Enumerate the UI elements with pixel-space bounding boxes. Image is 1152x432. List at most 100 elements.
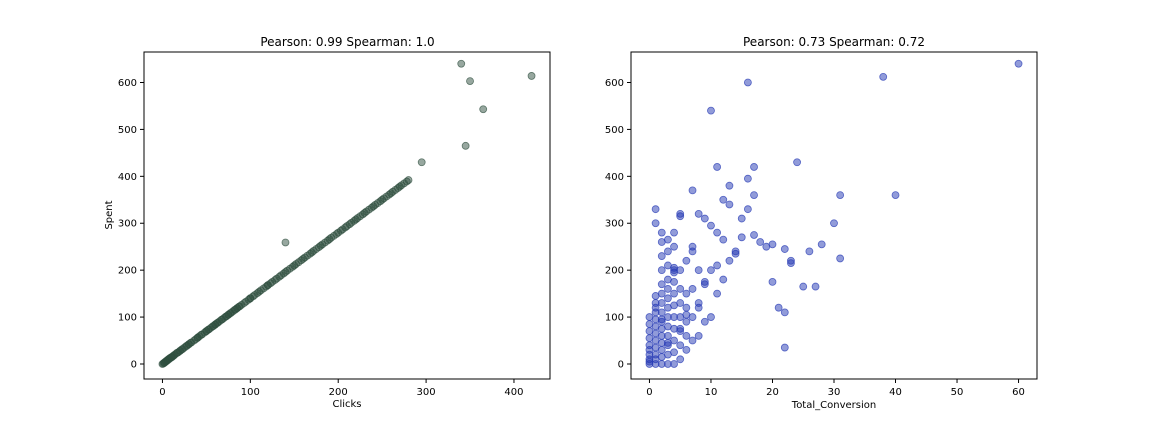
y-axis-label: Spent (104, 200, 115, 229)
data-point (700, 317, 709, 326)
data-point (318, 240, 327, 249)
data-point (719, 235, 728, 244)
x-axis-ticks: 0 10 20 30 40 50 60 (646, 379, 1025, 398)
y-tick-label: 0 (618, 359, 624, 370)
data-point (466, 77, 474, 85)
data-point (830, 219, 838, 228)
data-point (353, 214, 362, 222)
x-tick-label: 50 (951, 387, 964, 398)
data-point (281, 238, 290, 247)
data-point (402, 177, 411, 186)
data-point (805, 247, 814, 256)
data-point (713, 228, 722, 237)
data-point (457, 59, 466, 68)
data-point (670, 360, 678, 368)
chart-title: Pearson: 0.99 Spearman: 1.0 (260, 35, 434, 49)
y-tick-label: 600 (605, 78, 624, 89)
y-tick-label: 200 (118, 266, 137, 277)
data-point (417, 158, 426, 167)
data-point (700, 277, 709, 286)
x-tick-label: 300 (417, 387, 436, 398)
data-point (811, 282, 820, 291)
data-point (676, 299, 685, 307)
data-point (527, 72, 536, 80)
data-point (1014, 59, 1023, 68)
data-point (725, 200, 734, 209)
data-point (682, 331, 691, 340)
data-point (743, 174, 752, 183)
x-tick-label: 10 (705, 387, 718, 398)
data-point (670, 228, 678, 237)
data-point (657, 280, 666, 289)
data-point (651, 303, 660, 312)
data-point (371, 201, 380, 209)
y-axis-ticks: 0 100 200 300 400 500 600 (605, 78, 631, 370)
data-point (193, 333, 202, 342)
data-point (256, 286, 265, 295)
data-point (657, 346, 666, 354)
data-point (719, 275, 728, 284)
chart-title: Pearson: 0.73 Spearman: 0.72 (743, 35, 925, 49)
scatter-panel-conversion-vs-spent: Pearson: 0.73 Spearman: 0.72 0 10 20 30 40 50… (605, 35, 1038, 411)
data-point (694, 266, 703, 275)
data-point (737, 233, 746, 242)
data-point (768, 240, 777, 249)
x-tick-label: 400 (504, 387, 523, 398)
data-point (688, 247, 697, 256)
data-point (176, 346, 184, 355)
data-point (292, 260, 300, 268)
data-point (651, 205, 660, 214)
data-point (461, 141, 470, 150)
data-point (817, 240, 826, 249)
plot-frame (143, 51, 551, 380)
data-point (664, 331, 672, 340)
x-tick-label: 0 (159, 387, 165, 398)
data-point (380, 194, 388, 203)
data-point (362, 207, 371, 216)
data-point (879, 72, 888, 81)
data-point (657, 252, 666, 260)
data-point (780, 245, 789, 253)
data-point (787, 256, 795, 265)
data-point (479, 105, 488, 114)
y-tick-label: 600 (118, 78, 137, 89)
data-point (891, 191, 900, 199)
x-tick-label: 30 (828, 387, 841, 398)
data-point (713, 163, 722, 171)
data-points (158, 59, 536, 368)
x-axis-ticks: 0 100 200 300 400 (159, 379, 524, 398)
data-point (768, 277, 777, 286)
data-point (780, 343, 789, 352)
data-point (750, 191, 758, 199)
data-point (713, 261, 722, 270)
data-point (224, 310, 233, 319)
data-point (694, 331, 703, 340)
data-point (682, 317, 691, 326)
y-tick-label: 200 (605, 266, 624, 277)
data-point (676, 355, 685, 364)
data-point (750, 163, 758, 171)
data-point (725, 181, 734, 190)
data-point (707, 266, 715, 275)
data-point (694, 209, 703, 218)
data-point (184, 340, 193, 349)
data-point (676, 212, 685, 221)
data-point (670, 289, 678, 298)
data-point (774, 303, 783, 312)
data-point (309, 247, 318, 255)
data-point (743, 205, 752, 214)
data-point (799, 282, 808, 291)
y-axis-ticks: 0 100 200 300 400 500 600 (118, 78, 144, 370)
data-point (670, 348, 678, 357)
x-axis-label: Total_Conversion (791, 400, 876, 411)
data-point (780, 308, 789, 317)
data-point (651, 219, 660, 228)
data-point (670, 263, 678, 272)
data-point (246, 294, 255, 303)
data-point (707, 106, 715, 115)
y-tick-label: 0 (131, 359, 137, 370)
data-point (707, 313, 715, 321)
data-point (682, 310, 691, 319)
data-point (167, 353, 176, 362)
